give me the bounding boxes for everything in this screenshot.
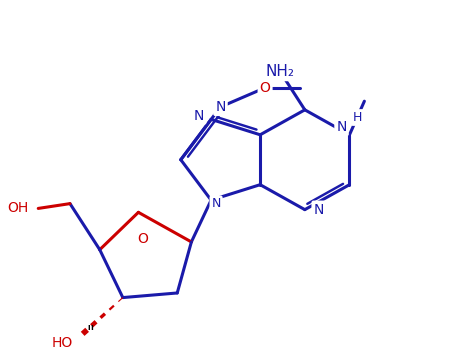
Text: N: N xyxy=(215,100,226,114)
Text: O: O xyxy=(260,81,271,95)
Text: H: H xyxy=(353,111,362,124)
Text: ": " xyxy=(86,324,94,342)
Text: HO: HO xyxy=(52,336,73,350)
Text: O: O xyxy=(138,232,149,246)
Text: N: N xyxy=(212,197,221,210)
Text: N: N xyxy=(336,120,347,134)
Text: NH₂: NH₂ xyxy=(266,64,294,79)
Text: OH: OH xyxy=(7,201,28,215)
Text: N: N xyxy=(194,108,204,122)
Text: N: N xyxy=(313,203,324,217)
